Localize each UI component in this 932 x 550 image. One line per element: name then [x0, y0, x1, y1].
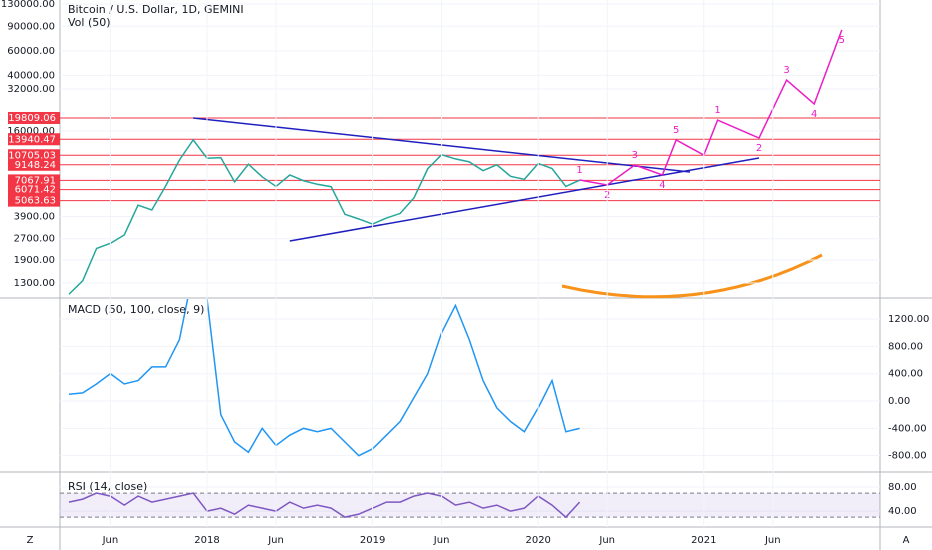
panel — [60, 299, 880, 457]
x-tick-label: Jun — [433, 535, 450, 546]
x-tick-label: Jun — [598, 535, 615, 546]
y-tick-label: 32000.00 — [7, 84, 55, 95]
level-label-box — [8, 158, 60, 171]
y-tick-label: 1200.00 — [888, 314, 929, 325]
level-label: 19809.06 — [8, 113, 56, 124]
wave-label: 3 — [783, 65, 789, 76]
auto-button[interactable]: A — [903, 535, 910, 546]
level-label: 6071.42 — [15, 185, 56, 196]
level-label: 10705.03 — [8, 150, 56, 161]
y-tick-label: 80.00 — [888, 482, 917, 493]
level-label-box — [8, 149, 60, 162]
wave-label: 5 — [839, 35, 845, 46]
x-tick-label: Jun — [267, 535, 284, 546]
trendline — [289, 157, 760, 242]
panel-title: Bitcoin / U.S. Dollar, 1D, GEMINI — [68, 3, 244, 16]
wave-label: 1 — [714, 105, 720, 116]
y-tick-label: 400.00 — [888, 369, 923, 380]
series-line — [68, 492, 581, 519]
series-line — [68, 138, 580, 295]
level-label-box — [8, 174, 60, 187]
x-tick-label: Jun — [102, 535, 119, 546]
y-tick-label: 3900.00 — [14, 211, 55, 222]
level-label-box — [8, 183, 60, 196]
y-tick-label: 40.00 — [888, 506, 917, 517]
wave-label: 3 — [632, 150, 638, 161]
y-tick-label: 800.00 — [888, 341, 923, 352]
panel-subtitle: Vol (50) — [68, 16, 111, 29]
y-tick-label: 16000.00 — [7, 126, 55, 137]
wave-label: 4 — [811, 109, 817, 120]
cup-arc — [561, 253, 823, 299]
level-label: 5063.63 — [15, 196, 56, 207]
y-tick-label: -400.00 — [888, 423, 927, 434]
level-label: 9148.24 — [15, 160, 56, 171]
x-tick-label: 2019 — [360, 535, 385, 546]
x-tick-label: 2021 — [691, 535, 716, 546]
y-tick-label: 0.00 — [888, 396, 910, 407]
wave-label: 5 — [673, 125, 679, 136]
y-tick-label: -800.00 — [888, 451, 927, 462]
x-tick-label: 2018 — [194, 535, 219, 546]
y-tick-label: 90000.00 — [7, 21, 55, 32]
panel — [60, 486, 880, 519]
wave-label: 1 — [576, 165, 582, 176]
level-label-box — [8, 194, 60, 207]
y-tick-label: 40000.00 — [7, 70, 55, 81]
panel-title: RSI (14, close) — [68, 480, 147, 493]
series-line — [68, 299, 580, 457]
y-tick-label: 130000.00 — [1, 0, 55, 10]
level-label: 13940.47 — [8, 134, 56, 145]
y-tick-label: 60000.00 — [7, 46, 55, 57]
x-tick-label: Jun — [764, 535, 781, 546]
y-tick-label: 1300.00 — [14, 278, 55, 289]
level-label-box — [8, 111, 60, 124]
wave-label: 2 — [756, 143, 762, 154]
rsi-band — [60, 493, 880, 518]
y-tick-label: 1900.00 — [14, 255, 55, 266]
level-label: 7067.91 — [15, 175, 56, 186]
level-label-box — [8, 133, 60, 146]
wave-label: 4 — [659, 180, 665, 191]
panel-title: MACD (50, 100, close, 9) — [68, 303, 204, 316]
x-tick-label: 2020 — [525, 535, 550, 546]
y-tick-label: 2700.00 — [14, 234, 55, 245]
log-button[interactable]: Z — [27, 535, 34, 546]
